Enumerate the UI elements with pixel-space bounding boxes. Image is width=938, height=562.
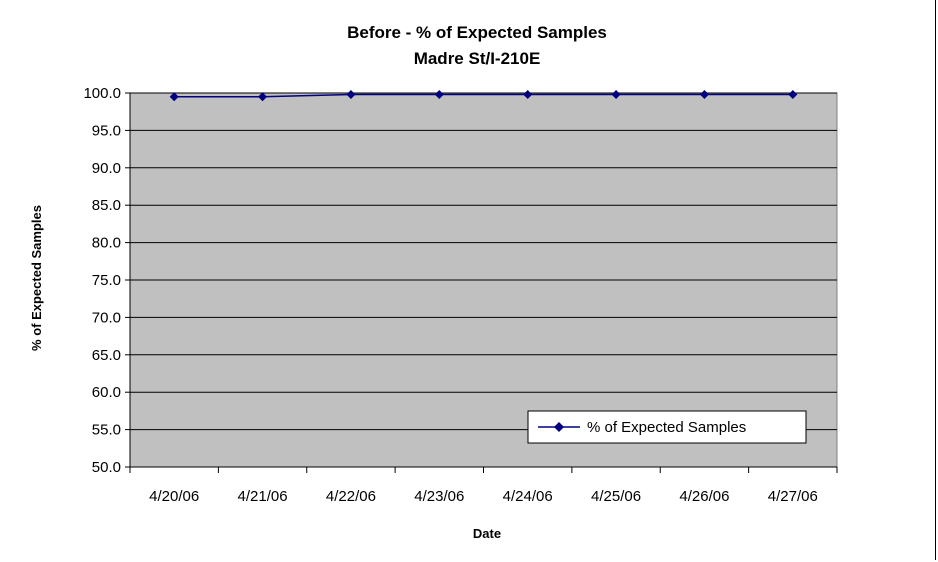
y-tick-label: 85.0	[92, 197, 121, 214]
x-tick-label: 4/23/06	[414, 488, 464, 505]
data-point	[699, 89, 709, 99]
x-tick-label: 4/20/06	[149, 488, 199, 505]
y-tick-label: 55.0	[92, 422, 121, 439]
x-tick-label: 4/24/06	[503, 488, 553, 505]
y-tick-label: 95.0	[92, 122, 121, 139]
data-point	[258, 92, 268, 102]
x-axis-title: Date	[473, 526, 501, 541]
series	[169, 89, 798, 102]
chart-subtitle: Madre St/I-210E	[414, 49, 541, 68]
data-point	[523, 89, 533, 99]
data-point	[169, 92, 179, 102]
x-axis-ticks: 4/20/06 4/21/06 4/22/06 4/23/06 4/24/06 4/25/…	[129, 467, 838, 505]
legend-marker	[554, 422, 564, 432]
y-tick-label: 65.0	[92, 347, 121, 364]
legend: % of Expected Samples	[527, 410, 807, 444]
data-point	[611, 89, 621, 99]
series-line	[174, 93, 793, 98]
data-point	[788, 89, 798, 99]
x-tick-label: 4/26/06	[679, 488, 729, 505]
legend-label: % of Expected Samples	[587, 419, 746, 436]
data-point	[434, 89, 444, 99]
y-tick-label: 75.0	[92, 272, 121, 289]
y-axis-title: % of Expected Samples	[29, 205, 44, 351]
data-point	[346, 89, 356, 99]
chart-title: Before - % of Expected Samples	[347, 23, 607, 42]
y-tick-label: 70.0	[92, 309, 121, 326]
y-tick-label: 80.0	[92, 235, 121, 252]
x-tick-label: 4/25/06	[591, 488, 641, 505]
y-tick-label: 100.0	[83, 85, 121, 102]
x-tick-label: 4/27/06	[768, 488, 818, 505]
x-tick-label: 4/21/06	[238, 488, 288, 505]
y-tick-label: 50.0	[92, 459, 121, 476]
y-axis-ticks: 50.0 55.0 60.0 65.0 70.0 75.0 80.0 85.0 90.0 95.0…	[83, 85, 130, 476]
x-tick-label: 4/22/06	[326, 488, 376, 505]
y-tick-label: 60.0	[92, 384, 121, 401]
y-tick-label: 90.0	[92, 160, 121, 177]
